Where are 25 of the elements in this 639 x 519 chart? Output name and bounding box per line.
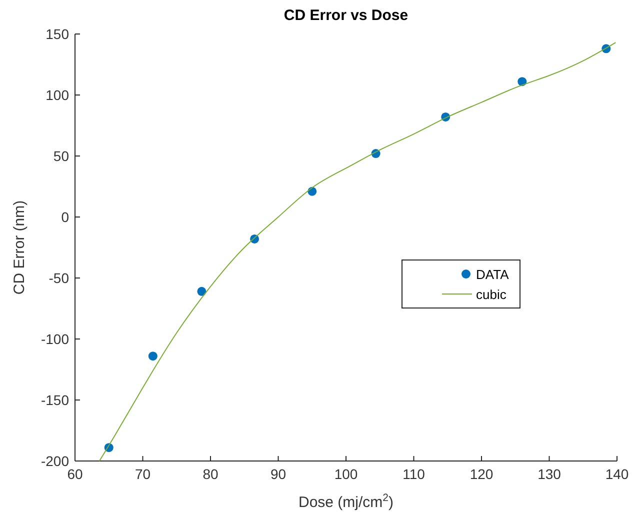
x-axis-title: Dose (mj/cm$^{2}$) xyxy=(298,492,394,511)
x-tick-label: 120 xyxy=(470,466,494,482)
y-tick-label: -200 xyxy=(40,453,70,469)
x-tick-label: 80 xyxy=(202,466,218,482)
legend-label: cubic xyxy=(476,287,507,302)
y-tick-label: -150 xyxy=(40,392,70,408)
y-axis-title: CD Error (nm) xyxy=(11,200,28,295)
line-series xyxy=(98,42,616,462)
chart-title: CD Error vs Dose xyxy=(284,7,408,24)
x-tick-label: 70 xyxy=(134,466,151,482)
point xyxy=(148,352,158,361)
legend-label: DATA xyxy=(476,267,510,282)
x-tick-label: 110 xyxy=(402,466,426,482)
y-tick-label: 100 xyxy=(46,87,70,103)
y-tick-label: 50 xyxy=(53,148,70,164)
x-tick-label: 60 xyxy=(67,466,83,482)
x-tick-label: 90 xyxy=(270,466,286,482)
x-tick-label: 100 xyxy=(334,466,358,482)
point xyxy=(197,286,206,296)
y-tick-label: -50 xyxy=(48,270,70,286)
x-tick-label: 130 xyxy=(538,466,562,482)
y-tick-label: 0 xyxy=(61,209,70,225)
x-tick-label: 140 xyxy=(605,466,629,482)
y-tick-label: -100 xyxy=(40,331,70,347)
y-tick-label: 150 xyxy=(46,26,70,42)
